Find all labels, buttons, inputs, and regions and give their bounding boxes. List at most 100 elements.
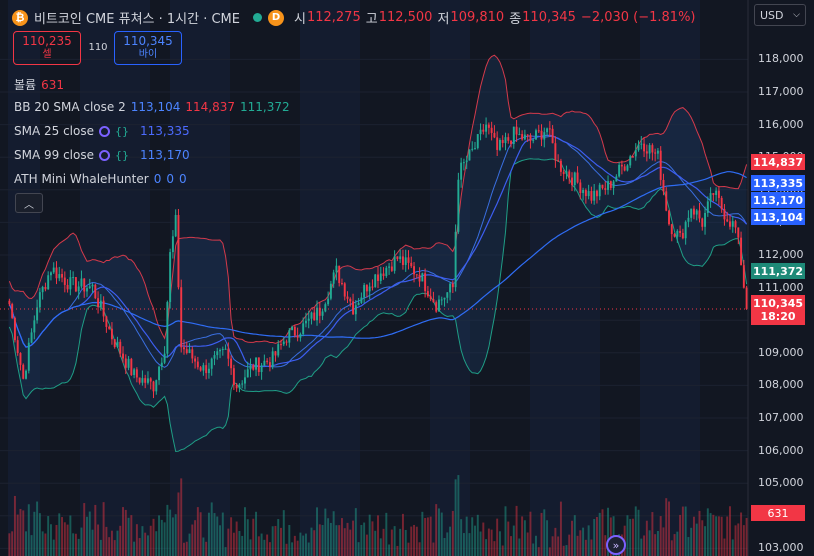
volume-bar [8, 533, 11, 556]
candle-body [568, 171, 571, 178]
volume-bar [634, 506, 637, 556]
candle-body [612, 181, 615, 188]
volume-bar [11, 531, 14, 556]
session-band [8, 0, 40, 556]
candle-body [86, 288, 88, 292]
candle-body [443, 297, 446, 300]
volume-bar [102, 502, 105, 556]
volume-bar [479, 531, 482, 556]
candle-body [537, 130, 540, 132]
candle-body [535, 130, 537, 140]
volume-bar [415, 526, 418, 556]
candle-body [365, 285, 368, 292]
candle-body [304, 320, 307, 324]
volume-bar [504, 506, 507, 556]
volume-bar [216, 516, 219, 556]
buy-button[interactable]: 110,345 바이 [114, 31, 182, 65]
candle-body [296, 335, 299, 338]
candle-body [526, 134, 529, 136]
candle-body [257, 357, 260, 373]
candle-body [288, 330, 291, 343]
candle-body [623, 166, 626, 171]
volume-bar [324, 508, 327, 556]
volume-bar [277, 519, 280, 556]
volume-bar [55, 524, 58, 556]
candle-body [498, 139, 501, 150]
volume-bar [360, 524, 363, 556]
candle-body [41, 286, 44, 293]
candle-body [504, 137, 507, 144]
candle-body [512, 126, 515, 145]
volume-bar [354, 508, 357, 556]
volume-bar [604, 535, 607, 556]
candle-body [246, 369, 249, 378]
volume-bar [188, 533, 191, 556]
candle-body [681, 232, 684, 239]
candle-body [593, 190, 596, 201]
volume-bar [280, 527, 282, 556]
candle-body [49, 272, 52, 276]
candle-body [637, 144, 640, 151]
sell-button[interactable]: 110,235 셀 [13, 31, 81, 65]
volume-bar [185, 541, 188, 556]
volume-bar [243, 507, 246, 556]
candle-body [133, 369, 136, 375]
volume-bar [266, 534, 269, 556]
volume-bar [532, 543, 535, 556]
candle-body [238, 384, 241, 389]
volume-bar [374, 530, 377, 556]
currency-select[interactable]: USD ⌵ [754, 4, 806, 26]
volume-bar [191, 524, 194, 556]
volume-bar [587, 525, 590, 556]
candle-body [194, 358, 197, 362]
candle-body [102, 300, 105, 317]
candle-body [382, 273, 385, 277]
volume-bar [341, 518, 343, 556]
candle-body [629, 156, 632, 166]
candle-body [462, 162, 465, 164]
collapse-legend-button[interactable]: ︿ [15, 193, 43, 213]
volume-bar [518, 538, 521, 556]
candle-body [615, 176, 618, 182]
volume-bar [263, 539, 266, 556]
volume-bar [557, 536, 560, 556]
candle-body [235, 385, 238, 389]
candle-body [507, 137, 510, 141]
volume-bar [656, 530, 659, 556]
candle-body [69, 277, 72, 290]
volume-bar [169, 509, 172, 556]
volume-bar [122, 507, 124, 556]
candle-body [726, 219, 729, 222]
volume-bar [410, 526, 413, 556]
volume-bar [529, 511, 532, 556]
volume-bar [235, 521, 238, 556]
scroll-to-realtime-button[interactable]: » [606, 535, 626, 555]
candle-body [410, 262, 413, 267]
candle-body [307, 318, 310, 321]
candle-body [687, 217, 690, 222]
candle-body [36, 307, 39, 321]
volume-bar [468, 533, 471, 556]
candle-body [501, 139, 504, 144]
candle-body [44, 286, 47, 290]
candle-body [352, 301, 355, 315]
volume-bar [584, 539, 587, 556]
candle-body [16, 340, 19, 354]
volume-bar [152, 518, 155, 556]
volume-bar [160, 519, 163, 556]
volume-bar [97, 524, 100, 556]
candle-body [144, 378, 147, 383]
volume-bar [327, 518, 330, 556]
candle-body [493, 132, 496, 138]
volume-bar [310, 527, 313, 556]
candle-body [119, 341, 122, 354]
bb-basis-line [8, 135, 748, 368]
candle-body [277, 344, 280, 356]
candle-body [734, 221, 737, 228]
candle-body [584, 189, 587, 197]
candle-body [468, 149, 471, 161]
volume-bar [595, 516, 598, 556]
volume-bar [130, 515, 133, 556]
candle-body [138, 377, 141, 383]
